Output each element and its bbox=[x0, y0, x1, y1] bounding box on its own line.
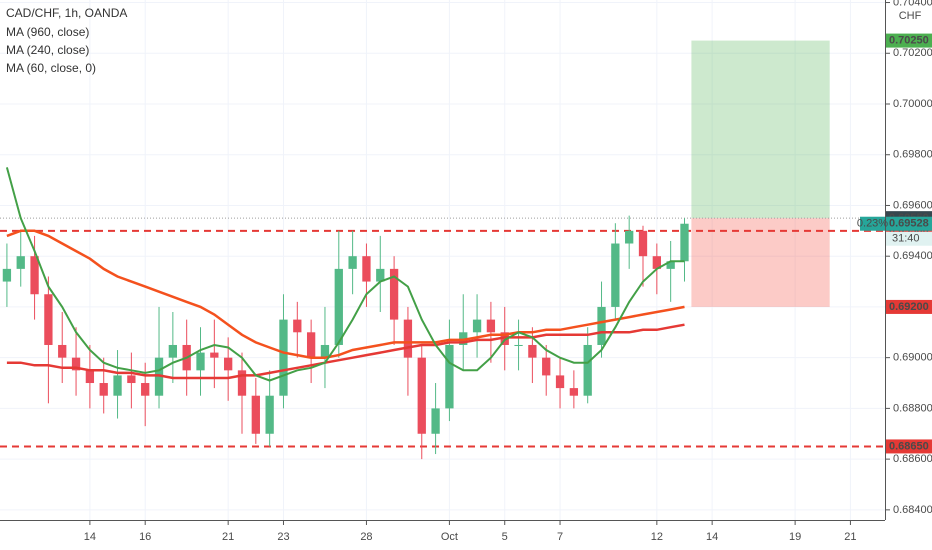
candle-body bbox=[279, 319, 288, 396]
candle-body bbox=[210, 352, 219, 358]
candle-body bbox=[486, 319, 496, 333]
y-tick-label: 0.69800 bbox=[893, 149, 932, 161]
candle-body bbox=[472, 319, 482, 333]
y-tick-label: 0.70200 bbox=[893, 47, 932, 59]
candle-body bbox=[652, 256, 661, 269]
change-badge bbox=[860, 216, 885, 231]
candle-body bbox=[30, 256, 39, 295]
candle-body bbox=[44, 294, 53, 345]
x-tick-label: 28 bbox=[360, 531, 372, 543]
candle-body bbox=[224, 357, 233, 371]
candle-body bbox=[196, 352, 205, 371]
candle-body bbox=[569, 388, 579, 396]
candle-body bbox=[251, 395, 260, 434]
x-tick-label: 12 bbox=[651, 531, 663, 543]
countdown-badge bbox=[886, 231, 932, 246]
last-price-badge-label: 0.69528 bbox=[889, 218, 929, 230]
candle-body bbox=[583, 344, 592, 396]
candle-body bbox=[638, 230, 648, 257]
stop-badge bbox=[886, 299, 932, 314]
candle-body bbox=[389, 268, 399, 320]
x-tick-label: 21 bbox=[844, 531, 856, 543]
level-badge bbox=[886, 439, 932, 454]
candle-body bbox=[265, 395, 274, 434]
countdown: 31:40 bbox=[892, 233, 920, 245]
candle-body bbox=[58, 344, 67, 358]
candle-body bbox=[237, 370, 247, 396]
moving-average bbox=[5, 167, 685, 382]
x-tick-label: 23 bbox=[277, 531, 289, 543]
legend-ma: MA (240, close) bbox=[6, 43, 89, 57]
grid bbox=[0, 0, 885, 520]
candle-body bbox=[514, 344, 523, 346]
candle-body bbox=[611, 243, 620, 307]
position-profit bbox=[691, 40, 830, 219]
price-axis: 0.68400 0.68600 0.68800 0.69000 0.69200 0.694… bbox=[84, 0, 932, 543]
candle-body bbox=[348, 256, 357, 269]
candle-body bbox=[113, 375, 122, 396]
stop-badge-label: 0.69200 bbox=[889, 301, 929, 313]
candle-body bbox=[680, 223, 689, 262]
y-tick-label: 0.68800 bbox=[893, 402, 932, 414]
candle-body bbox=[376, 268, 385, 282]
x-tick-label: 21 bbox=[222, 531, 234, 543]
target-badge-label: 0.70250 bbox=[889, 34, 929, 46]
candle-body bbox=[306, 332, 316, 358]
candle-body bbox=[320, 344, 330, 358]
candle-body bbox=[71, 357, 81, 371]
y-tick-label: 0.70400 bbox=[893, 0, 932, 8]
candle-body bbox=[431, 408, 440, 434]
candle-body bbox=[293, 319, 302, 333]
candle-body bbox=[2, 268, 12, 282]
y-tick-label: 0.69600 bbox=[893, 199, 932, 211]
y-tick-label: 0.68400 bbox=[893, 504, 932, 516]
legend-ma: MA (60, close, 0) bbox=[6, 61, 96, 75]
legend-ma: MA (960, close) bbox=[6, 25, 89, 39]
x-tick-label: Oct bbox=[441, 531, 458, 543]
candle-body bbox=[168, 344, 177, 358]
candle-body bbox=[542, 357, 551, 376]
candle-body bbox=[625, 230, 634, 244]
x-tick-label: 5 bbox=[502, 531, 508, 543]
level-badge-label: 0.68650 bbox=[889, 440, 929, 452]
candle-body bbox=[127, 375, 136, 384]
legend-symbol: CAD/CHF, 1h, OANDA bbox=[6, 6, 127, 20]
moving-average bbox=[6, 229, 685, 359]
candle-body bbox=[154, 357, 164, 396]
target-badge bbox=[886, 33, 932, 48]
candle-body bbox=[417, 357, 426, 434]
x-tick-label: 14 bbox=[84, 531, 96, 543]
candle-body bbox=[362, 256, 371, 282]
currency: CHF bbox=[899, 10, 922, 22]
plot bbox=[0, 40, 885, 460]
candle-body bbox=[666, 261, 675, 269]
candle-body bbox=[445, 344, 454, 409]
y-tick-label: 0.69400 bbox=[893, 250, 932, 262]
candle-body bbox=[85, 370, 95, 384]
candle-body bbox=[141, 383, 150, 396]
candle-body bbox=[334, 268, 343, 345]
change-label: 0.23% bbox=[857, 218, 888, 230]
candle-body bbox=[16, 256, 25, 269]
x-tick-label: 14 bbox=[706, 531, 718, 543]
candle-body bbox=[597, 306, 606, 345]
x-tick-label: 16 bbox=[139, 531, 151, 543]
moving-average bbox=[6, 323, 685, 380]
last-price-badge bbox=[886, 216, 932, 231]
y-tick-label: 0.69000 bbox=[893, 352, 932, 364]
x-tick-label: 7 bbox=[557, 531, 563, 543]
position-loss bbox=[691, 218, 830, 307]
candle-body bbox=[528, 344, 537, 358]
candle-body bbox=[99, 383, 108, 396]
y-tick-label: 0.70000 bbox=[893, 98, 932, 110]
x-tick-label: 19 bbox=[789, 531, 801, 543]
y-tick-label: 0.68600 bbox=[893, 453, 932, 465]
candle-body bbox=[403, 319, 413, 358]
candle-body bbox=[555, 375, 565, 389]
